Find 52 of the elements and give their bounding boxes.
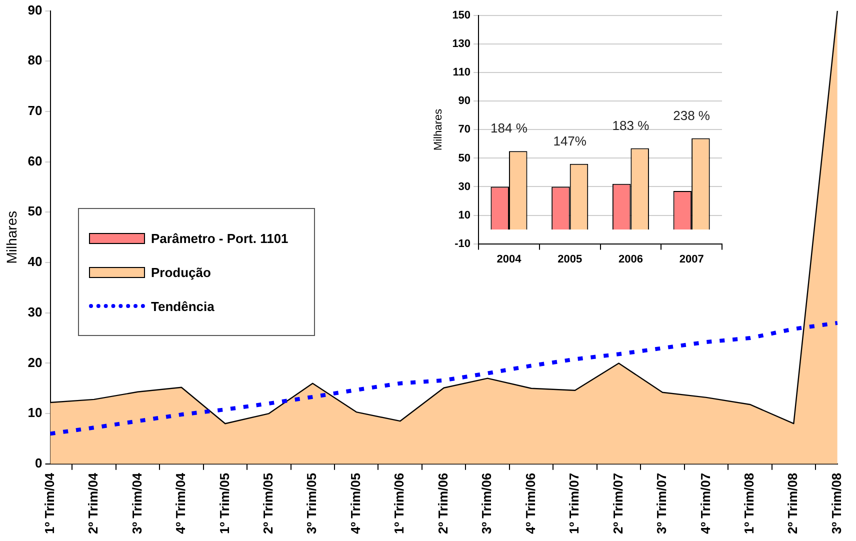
y-tick-label: -10 bbox=[454, 238, 471, 250]
annotation: 238 % bbox=[673, 108, 710, 123]
x-tick-label: 3º Trim/08 bbox=[828, 472, 844, 534]
legend-label: Produção bbox=[151, 264, 211, 280]
y-tick-label: 30 bbox=[28, 304, 42, 320]
line-series bbox=[48, 320, 840, 436]
x-tick-label: 2004 bbox=[496, 253, 522, 266]
y-tick-label: 60 bbox=[28, 153, 42, 168]
x-tick-label: 1º Trim/05 bbox=[216, 472, 232, 534]
y-tick-label: 90 bbox=[28, 2, 42, 18]
text: Parâmetro - Port. 1101 bbox=[151, 230, 288, 246]
y-axis-title: Milhares bbox=[3, 210, 20, 264]
x-tick-label: 1º Trim/07 bbox=[566, 472, 582, 534]
x-tick-label: 3º Trim/04 bbox=[129, 472, 144, 534]
x-tick-label: 4º Trim/06 bbox=[522, 472, 538, 534]
x-tick-label: 2006 bbox=[618, 253, 643, 266]
y-tick-label: 10 bbox=[28, 405, 42, 420]
x-tick-label: 2º Trim/08 bbox=[785, 472, 800, 534]
x-tick-label: 2005 bbox=[558, 253, 582, 266]
y-tick-label: 70 bbox=[458, 124, 471, 136]
y-tick-label: 130 bbox=[452, 38, 471, 50]
x-tick-label: 2º Trim/06 bbox=[435, 472, 450, 534]
x-tick-label: 4º Trim/04 bbox=[173, 472, 188, 534]
y-tick-label: 90 bbox=[458, 95, 471, 108]
annotation: 147% bbox=[553, 134, 587, 149]
x-tick-label: 4º Trim/05 bbox=[348, 472, 363, 534]
x-tick-label: 1º Trim/06 bbox=[392, 472, 407, 534]
x-tick-label: 2º Trim/04 bbox=[86, 472, 101, 534]
y-tick-label: 30 bbox=[458, 180, 471, 193]
x-tick-label: 4º Trim/07 bbox=[698, 472, 713, 534]
annotation: 183 % bbox=[612, 118, 650, 133]
y-tick-label: 50 bbox=[28, 204, 42, 219]
x-tick-label: 2007 bbox=[679, 253, 704, 266]
x-tick-label: 3º Trim/07 bbox=[654, 472, 670, 534]
y-tick-label: 110 bbox=[452, 66, 471, 79]
y-tick-label: 0 bbox=[35, 455, 42, 470]
y-tick-label: 40 bbox=[28, 254, 42, 270]
x-tick-label: 2º Trim/07 bbox=[610, 472, 626, 534]
y-tick-label: 10 bbox=[458, 209, 471, 222]
x-tick-label: 2º Trim/05 bbox=[260, 472, 276, 534]
x-tick-label: 3º Trim/05 bbox=[304, 472, 320, 534]
annotation: 184 % bbox=[490, 120, 528, 136]
y-axis-title: Milhares bbox=[432, 108, 445, 150]
y-tick-label: 20 bbox=[28, 354, 42, 370]
x-tick-label: 1º Trim/08 bbox=[742, 472, 757, 534]
y-tick-label: 70 bbox=[28, 103, 42, 118]
legend-label: Tendência bbox=[151, 298, 214, 314]
y-tick-label: 150 bbox=[452, 10, 471, 22]
x-tick-label: 3º Trim/06 bbox=[479, 472, 494, 534]
y-tick-label: 80 bbox=[28, 52, 42, 68]
y-tick-label: 50 bbox=[458, 152, 471, 164]
x-tick-label: 1º Trim/04 bbox=[42, 472, 57, 534]
